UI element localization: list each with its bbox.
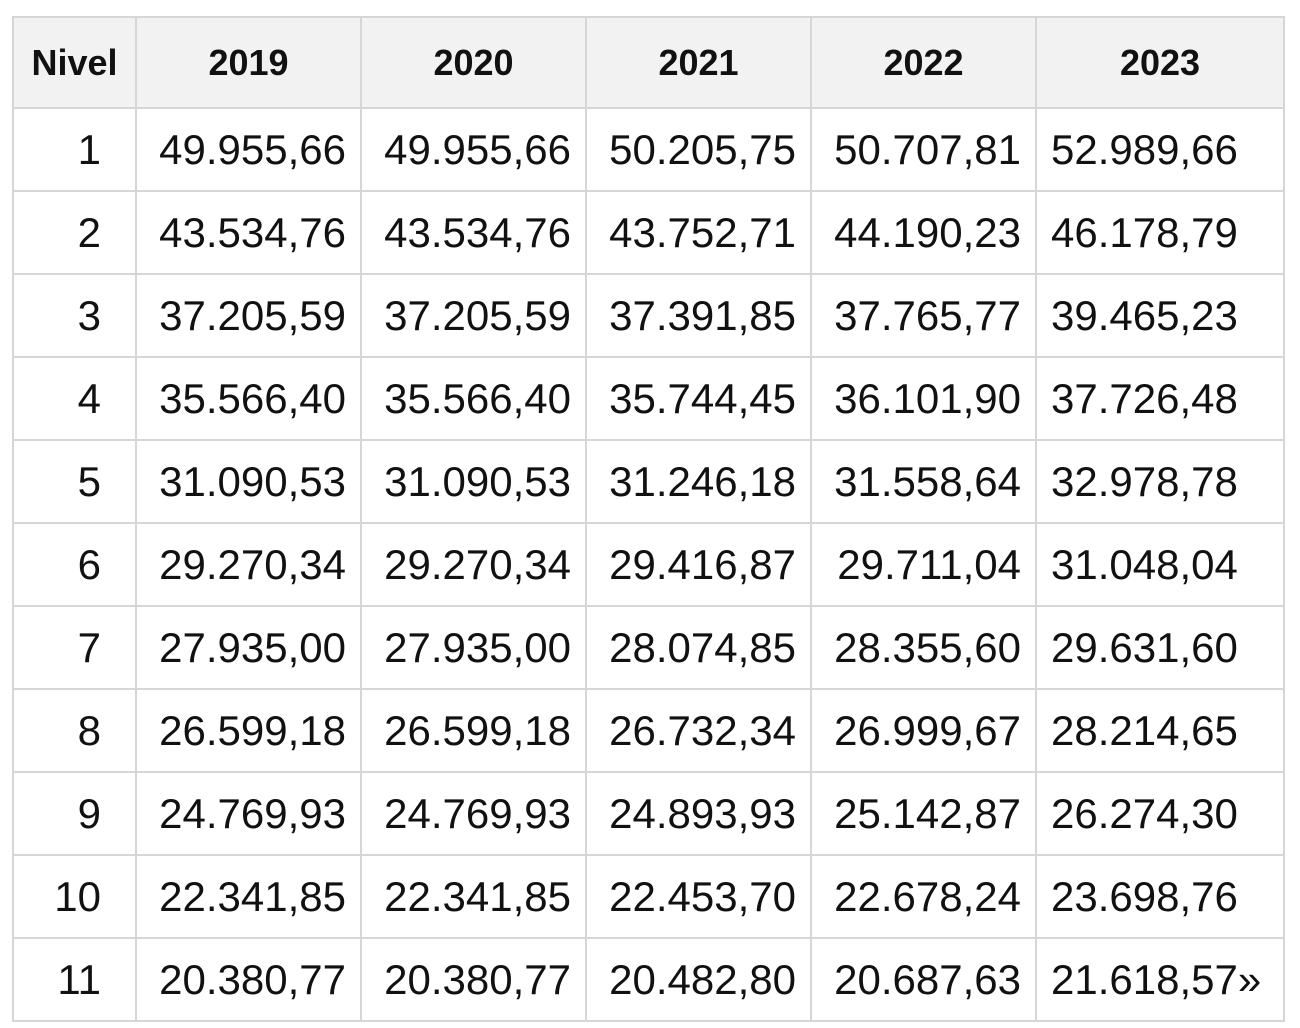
- salary-cell: 22.453,70: [585, 854, 812, 939]
- salary-cell: 43.752,71: [585, 190, 812, 275]
- salary-cell: 20.482,80: [585, 937, 812, 1022]
- salary-cell: 29.631,60: [1035, 605, 1285, 690]
- nivel-cell: 6: [12, 522, 137, 607]
- table-row: 11 20.380,77 20.380,77 20.482,80 20.687,63 21…: [12, 937, 1285, 1022]
- salary-cell: 31.558,64: [810, 439, 1037, 524]
- salary-cell: 37.205,59: [360, 273, 587, 358]
- nivel-cell: 8: [12, 688, 137, 773]
- salary-cell: 50.205,75: [585, 107, 812, 192]
- salary-cell: 24.769,93: [360, 771, 587, 856]
- table-header-row: Nivel 2019 2020 2021 2022 2023: [12, 16, 1285, 109]
- salary-cell: 26.274,30: [1035, 771, 1285, 856]
- salary-cell: 20.380,77: [135, 937, 362, 1022]
- salary-cell: 27.935,00: [135, 605, 362, 690]
- salary-cell: 35.566,40: [135, 356, 362, 441]
- salary-cell: 35.744,45: [585, 356, 812, 441]
- salary-cell: 32.978,78: [1035, 439, 1285, 524]
- salary-cell: 25.142,87: [810, 771, 1037, 856]
- nivel-cell: 3: [12, 273, 137, 358]
- salary-cell: 22.341,85: [135, 854, 362, 939]
- header-year-2023: 2023: [1035, 16, 1285, 109]
- salary-cell: 43.534,76: [135, 190, 362, 275]
- nivel-cell: 9: [12, 771, 137, 856]
- salary-cell: 31.090,53: [360, 439, 587, 524]
- salary-table: Nivel 2019 2020 2021 2022 2023 1 49.955,6…: [12, 16, 1285, 1022]
- salary-cell: 37.205,59: [135, 273, 362, 358]
- salary-cell: 24.769,93: [135, 771, 362, 856]
- salary-cell: 29.270,34: [135, 522, 362, 607]
- salary-cell: 22.341,85: [360, 854, 587, 939]
- salary-cell: 49.955,66: [360, 107, 587, 192]
- salary-cell: 28.355,60: [810, 605, 1037, 690]
- salary-cell: 28.074,85: [585, 605, 812, 690]
- salary-cell: 21.618,57»: [1035, 937, 1285, 1022]
- salary-cell: 52.989,66: [1035, 107, 1285, 192]
- nivel-cell: 10: [12, 854, 137, 939]
- salary-cell: 20.380,77: [360, 937, 587, 1022]
- salary-cell: 29.270,34: [360, 522, 587, 607]
- nivel-cell: 1: [12, 107, 137, 192]
- table-row: 4 35.566,40 35.566,40 35.744,45 36.101,90 37.…: [12, 356, 1285, 441]
- salary-cell: 35.566,40: [360, 356, 587, 441]
- table-row: 2 43.534,76 43.534,76 43.752,71 44.190,23 46.…: [12, 190, 1285, 275]
- header-year-2021: 2021: [585, 16, 812, 109]
- salary-table-container: Nivel 2019 2020 2021 2022 2023 1 49.955,6…: [12, 16, 1285, 1022]
- nivel-cell: 7: [12, 605, 137, 690]
- salary-cell: 27.935,00: [360, 605, 587, 690]
- salary-cell: 23.698,76: [1035, 854, 1285, 939]
- salary-cell: 46.178,79: [1035, 190, 1285, 275]
- nivel-cell: 11: [12, 937, 137, 1022]
- salary-cell: 43.534,76: [360, 190, 587, 275]
- table-row: 7 27.935,00 27.935,00 28.074,85 28.355,60 29.…: [12, 605, 1285, 690]
- salary-cell: 50.707,81: [810, 107, 1037, 192]
- salary-cell: 28.214,65: [1035, 688, 1285, 773]
- salary-cell: 24.893,93: [585, 771, 812, 856]
- table-row: 6 29.270,34 29.270,34 29.416,87 29.711,04 31.…: [12, 522, 1285, 607]
- salary-cell: 29.416,87: [585, 522, 812, 607]
- salary-cell: 44.190,23: [810, 190, 1037, 275]
- salary-cell: 26.599,18: [360, 688, 587, 773]
- nivel-cell: 4: [12, 356, 137, 441]
- nivel-cell: 2: [12, 190, 137, 275]
- salary-cell: 37.765,77: [810, 273, 1037, 358]
- salary-cell: 37.726,48: [1035, 356, 1285, 441]
- header-year-2020: 2020: [360, 16, 587, 109]
- table-row: 10 22.341,85 22.341,85 22.453,70 22.678,24 23…: [12, 854, 1285, 939]
- salary-cell: 31.090,53: [135, 439, 362, 524]
- header-nivel: Nivel: [12, 16, 137, 109]
- salary-cell: 26.732,34: [585, 688, 812, 773]
- salary-cell: 29.711,04: [810, 522, 1037, 607]
- salary-cell: 26.599,18: [135, 688, 362, 773]
- table-row: 8 26.599,18 26.599,18 26.732,34 26.999,67 28.…: [12, 688, 1285, 773]
- salary-cell: 37.391,85: [585, 273, 812, 358]
- table-row: 1 49.955,66 49.955,66 50.205,75 50.707,81 52.…: [12, 107, 1285, 192]
- header-year-2022: 2022: [810, 16, 1037, 109]
- salary-cell: 31.246,18: [585, 439, 812, 524]
- salary-cell: 26.999,67: [810, 688, 1037, 773]
- nivel-cell: 5: [12, 439, 137, 524]
- table-body: 1 49.955,66 49.955,66 50.205,75 50.707,81 52.…: [12, 107, 1285, 1022]
- table-row: 3 37.205,59 37.205,59 37.391,85 37.765,77 39.…: [12, 273, 1285, 358]
- salary-cell: 20.687,63: [810, 937, 1037, 1022]
- table-row: 9 24.769,93 24.769,93 24.893,93 25.142,87 26.…: [12, 771, 1285, 856]
- salary-cell: 49.955,66: [135, 107, 362, 192]
- salary-cell: 31.048,04: [1035, 522, 1285, 607]
- salary-cell: 39.465,23: [1035, 273, 1285, 358]
- table-row: 5 31.090,53 31.090,53 31.246,18 31.558,64 32.…: [12, 439, 1285, 524]
- salary-cell: 22.678,24: [810, 854, 1037, 939]
- salary-cell: 36.101,90: [810, 356, 1037, 441]
- header-year-2019: 2019: [135, 16, 362, 109]
